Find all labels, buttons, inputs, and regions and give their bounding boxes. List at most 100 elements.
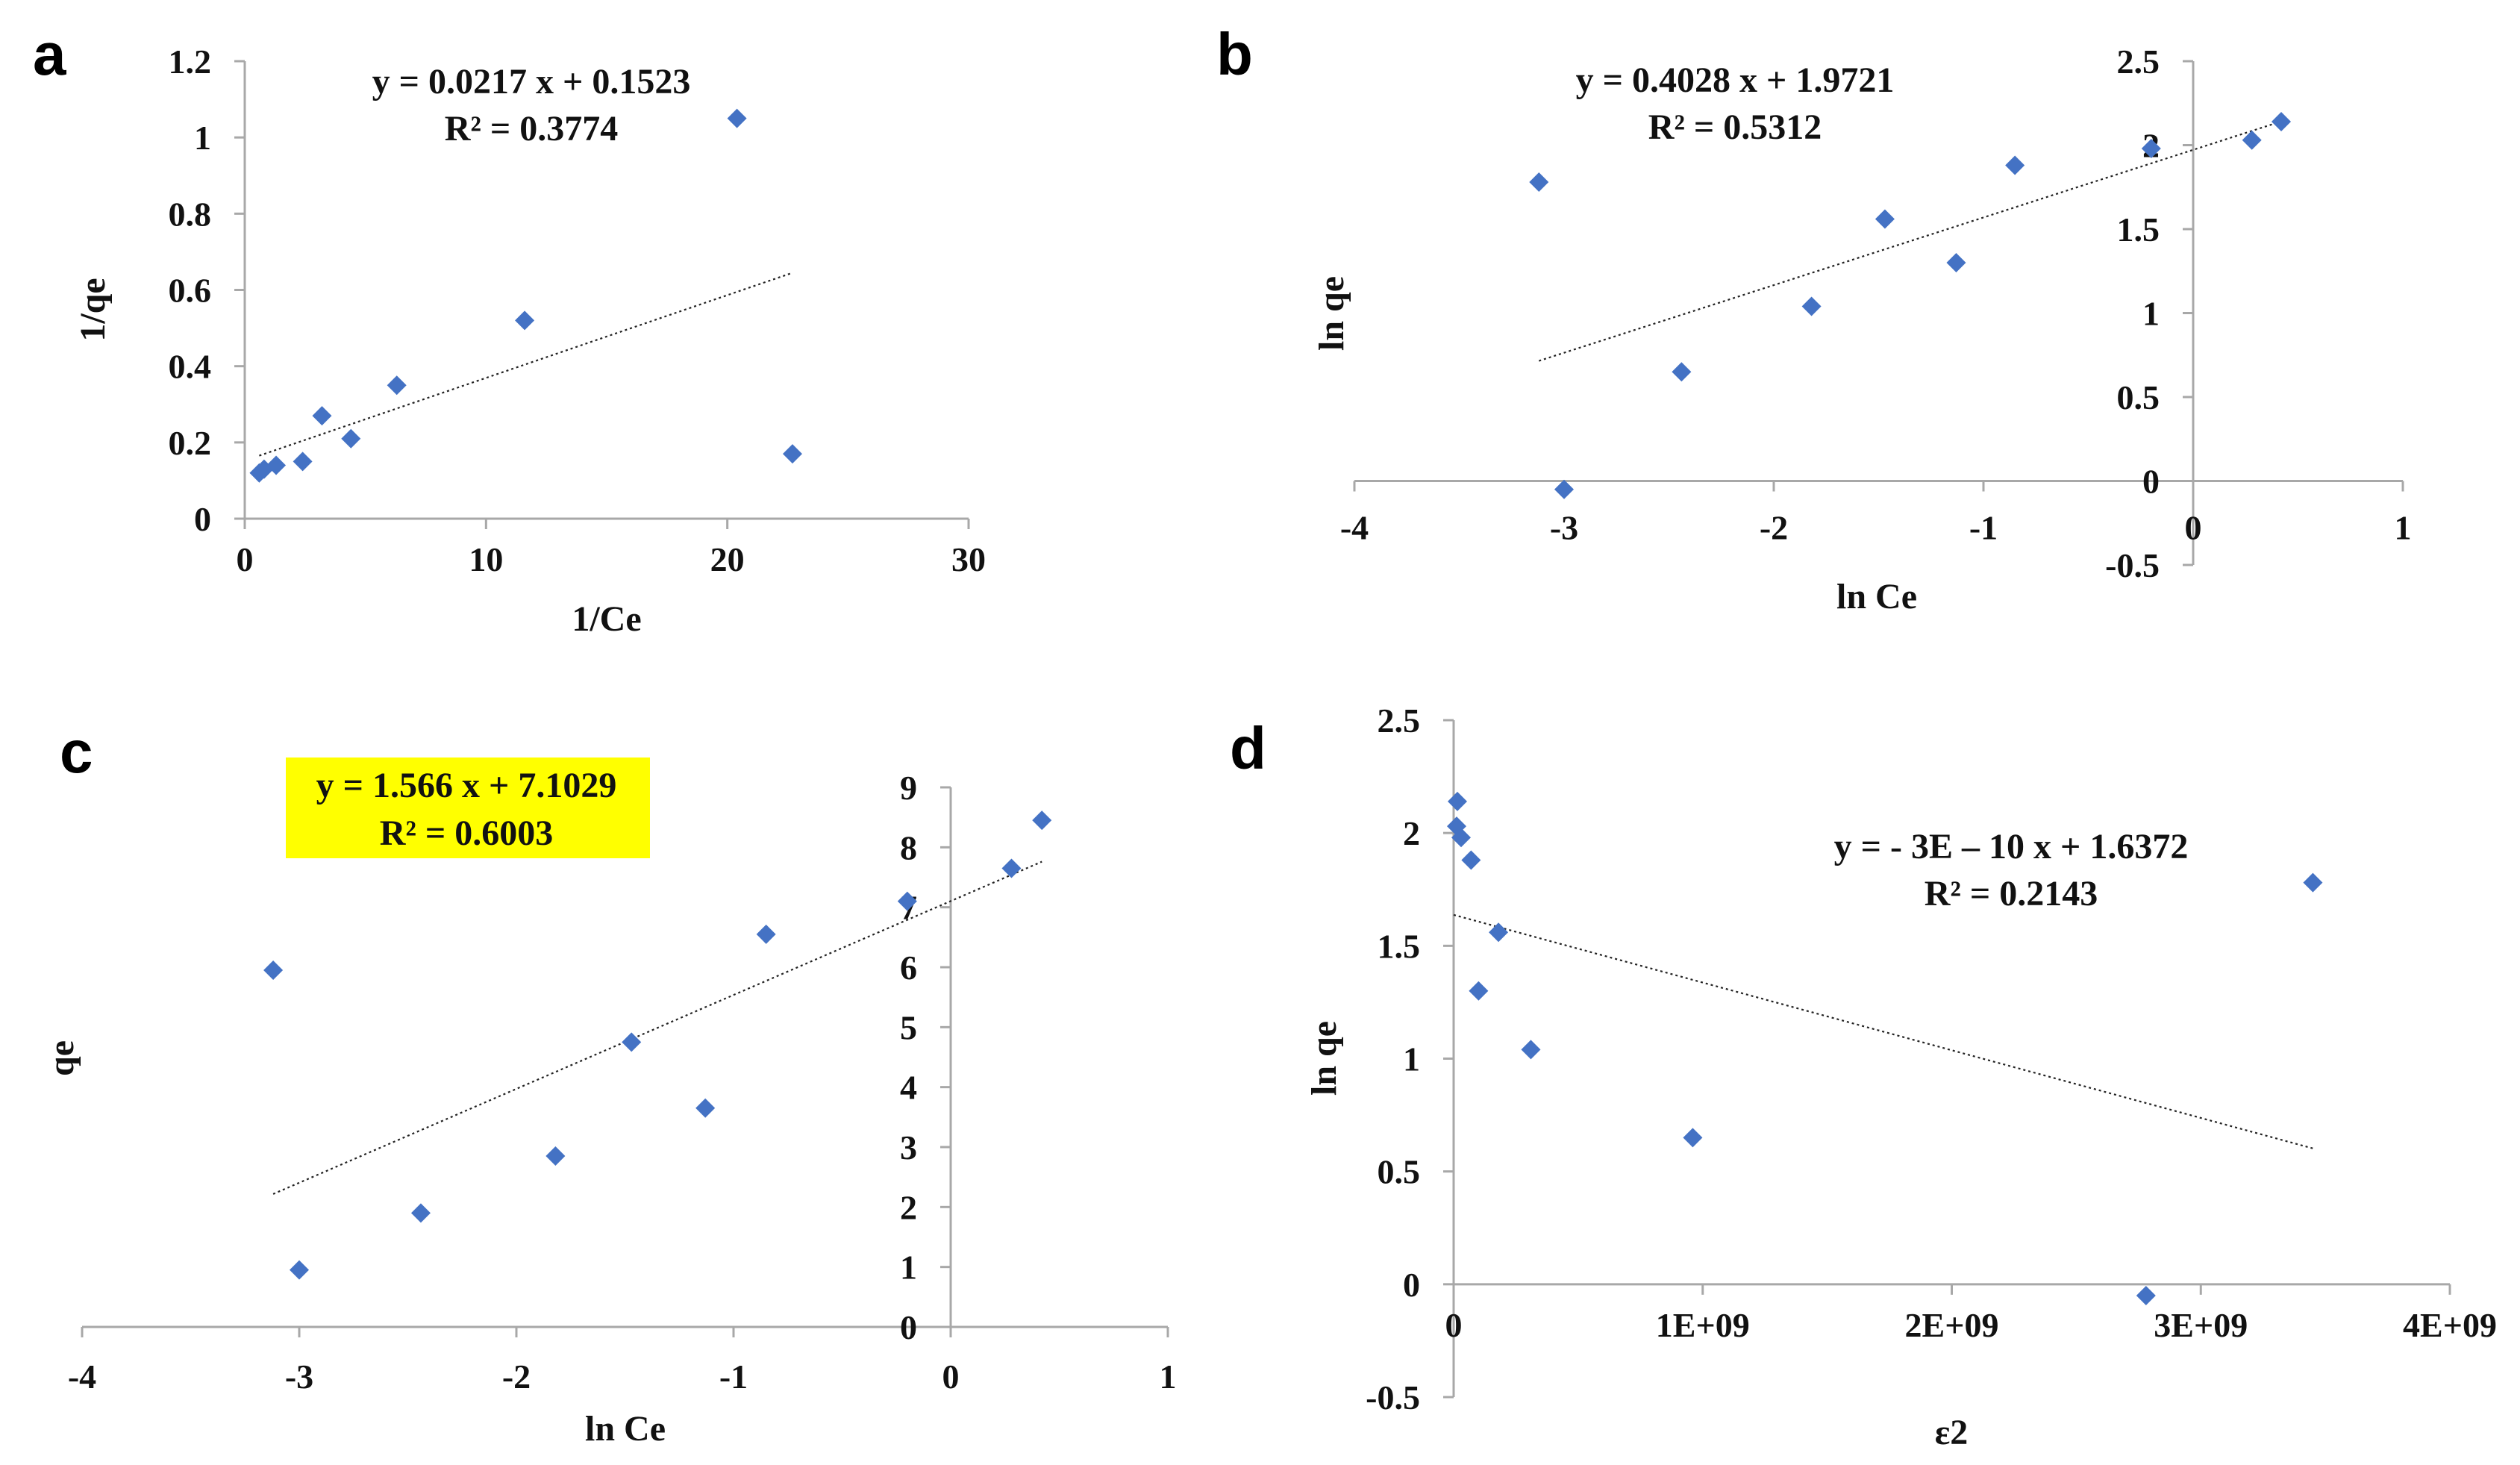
y-tick-label: 2.5 — [2117, 43, 2160, 81]
y-tick-label: 1 — [194, 119, 211, 157]
chart-panel-d: 0 1E+09 2E+09 3E+09 4E+09 -0.5 0 0.5 1 1.5 2 2.5 ε2 l… — [1230, 702, 2497, 1452]
r-squared-label: R² = 0.6003 — [380, 813, 553, 853]
data-point — [1469, 981, 1489, 1001]
data-point — [293, 452, 313, 472]
y-tick-label: 4 — [900, 1069, 917, 1107]
data-point — [1672, 362, 1692, 382]
y-tick-label: 0 — [1403, 1266, 1420, 1304]
y-tick-label: 0 — [2142, 463, 2160, 501]
data-point — [2242, 130, 2262, 150]
data-point — [1521, 1040, 1541, 1060]
x-tick-label: -2 — [502, 1358, 531, 1396]
x-tick-label: -2 — [1760, 509, 1788, 547]
data-point — [1529, 172, 1549, 192]
x-tick-label: 4E+09 — [2403, 1306, 2497, 1344]
data-point — [263, 960, 284, 981]
trendline — [259, 272, 793, 457]
y-axis-title: ln qe — [1312, 276, 1351, 351]
x-tick-label: 1E+09 — [1656, 1306, 1750, 1344]
x-tick-label: 1 — [2395, 509, 2412, 547]
y-tick-label: 0 — [194, 500, 211, 538]
chart-panel-a: 0 10 20 30 0 0.2 0.4 0.6 0.8 1 1.2 1/Ce 1/qe y = 0.02… — [33, 21, 986, 639]
x-axis-title: ln Ce — [1836, 577, 1917, 616]
y-tick-label: 0 — [900, 1308, 917, 1346]
panel-label: b — [1216, 21, 1253, 87]
data-point — [782, 444, 802, 464]
data-point — [290, 1260, 309, 1280]
x-tick-label: -4 — [68, 1358, 96, 1396]
data-point — [2136, 1285, 2156, 1305]
data-point — [1001, 858, 1022, 878]
x-tick-label: 10 — [469, 540, 503, 578]
y-tick-label: 8 — [900, 828, 917, 866]
y-tick-label: 0.5 — [2117, 378, 2160, 416]
y-tick-label: 1.5 — [1378, 927, 1421, 965]
y-tick-label: 0.2 — [169, 424, 212, 462]
regression-equation: y = 0.0217 x + 0.1523 — [372, 62, 691, 101]
data-point — [2303, 872, 2323, 893]
r-squared-label: R² = 0.3774 — [445, 109, 618, 149]
panel-label: c — [60, 719, 93, 785]
data-point — [1875, 209, 1895, 229]
data-point — [897, 891, 917, 911]
x-axis-title: ε2 — [1935, 1413, 1969, 1452]
data-point — [622, 1032, 642, 1052]
data-point — [2005, 155, 2025, 175]
trendline — [1538, 120, 2282, 362]
y-tick-label: 2 — [900, 1188, 917, 1226]
data-point — [1448, 791, 1468, 811]
y-tick-label: 1.5 — [2117, 210, 2160, 249]
y-tick-label: 2 — [1403, 814, 1420, 852]
data-point — [410, 1203, 431, 1223]
x-tick-label: 2E+09 — [1905, 1306, 1999, 1344]
data-point — [387, 375, 407, 396]
x-tick-label: 0 — [2185, 509, 2202, 547]
x-axis-title: 1/Ce — [572, 599, 641, 639]
data-point — [756, 924, 776, 944]
data-point — [1946, 253, 1966, 272]
y-tick-label: 0.8 — [169, 195, 212, 233]
data-point — [1032, 810, 1052, 831]
x-tick-label: -1 — [719, 1358, 748, 1396]
regression-equation: y = 0.4028 x + 1.9721 — [1576, 60, 1895, 100]
y-tick-label: 5 — [900, 1008, 917, 1046]
y-tick-label: 0.6 — [169, 272, 212, 310]
x-tick-label: -3 — [285, 1358, 313, 1396]
x-tick-label: -1 — [1969, 509, 1998, 547]
trendline — [272, 860, 1042, 1195]
y-axis-title: qe — [42, 1040, 81, 1076]
x-tick-label: 0 — [1445, 1306, 1463, 1344]
data-point — [266, 455, 287, 475]
data-point — [727, 108, 747, 128]
trendline — [1453, 913, 2313, 1149]
data-point — [1489, 922, 1509, 943]
r-squared-label: R² = 0.5312 — [1648, 107, 1822, 147]
data-point — [1461, 850, 1481, 870]
x-tick-label: 20 — [710, 540, 745, 578]
x-tick-label: -3 — [1550, 509, 1578, 547]
r-squared-label: R² = 0.2143 — [1925, 874, 2098, 913]
y-tick-label: -0.5 — [1366, 1378, 1420, 1416]
y-axis-title: 1/qe — [73, 278, 113, 341]
x-tick-label: 3E+09 — [2154, 1306, 2248, 1344]
data-point — [1554, 479, 1574, 499]
data-point — [515, 310, 535, 331]
data-point — [695, 1098, 716, 1118]
data-point — [341, 428, 361, 449]
y-tick-label: 0.5 — [1378, 1153, 1421, 1191]
x-tick-label: -4 — [1340, 509, 1369, 547]
data-point — [2141, 139, 2161, 158]
data-point — [1683, 1128, 1703, 1148]
data-point — [1801, 296, 1822, 316]
y-tick-label: -0.5 — [2105, 546, 2160, 584]
x-tick-label: 0 — [237, 540, 254, 578]
y-tick-label: 2.5 — [1378, 702, 1421, 740]
data-point — [312, 406, 332, 426]
data-point — [1451, 828, 1472, 848]
regression-equation: y = 1.566 x + 7.1029 — [316, 766, 617, 805]
x-tick-label: 1 — [1160, 1358, 1177, 1396]
y-tick-label: 9 — [900, 769, 917, 807]
